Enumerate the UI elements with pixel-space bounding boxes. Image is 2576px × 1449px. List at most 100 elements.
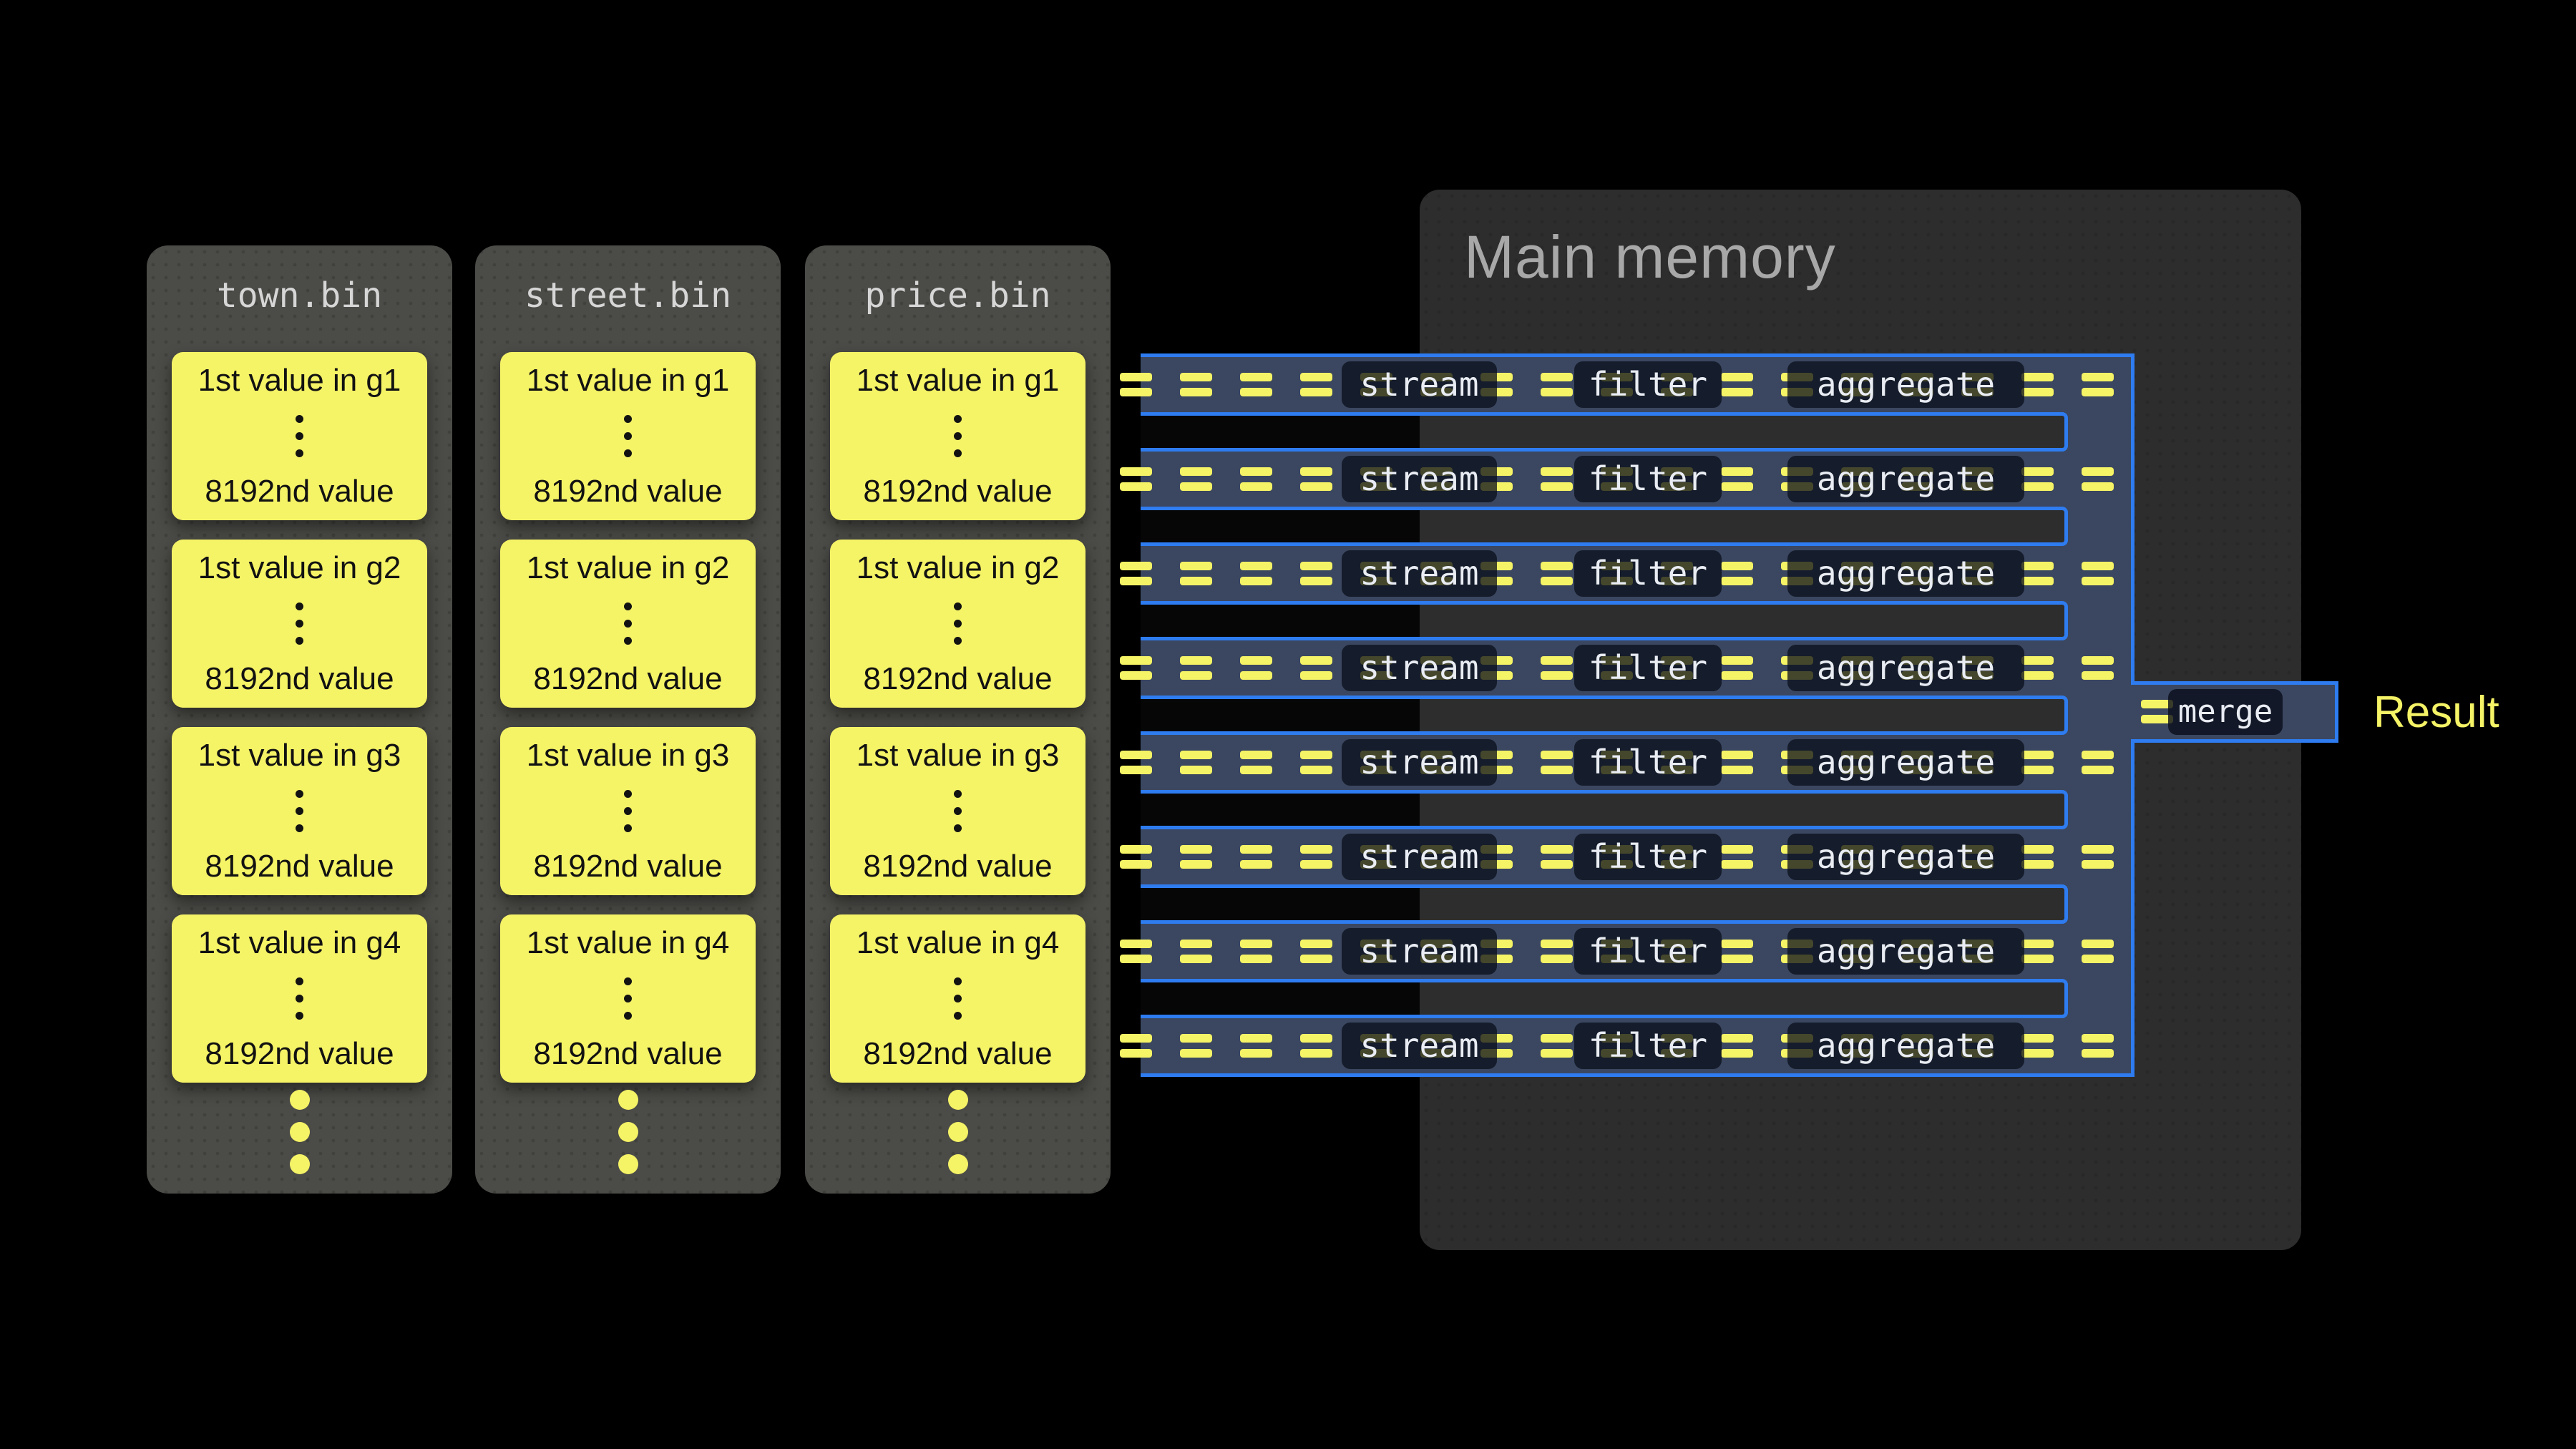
equals-stream-mark-icon xyxy=(1120,562,1152,585)
equals-stream-mark-icon xyxy=(1240,562,1272,585)
dot-icon xyxy=(954,620,962,628)
granule-first-value: 1st value in g3 xyxy=(526,738,730,773)
equals-stream-mark-icon xyxy=(2021,656,2054,680)
vertical-ellipsis-icon xyxy=(624,415,632,457)
granule-box: 1st value in g1 8192nd value xyxy=(830,352,1085,520)
equals-stream-mark-icon xyxy=(2082,373,2114,396)
vertical-ellipsis-icon xyxy=(624,977,632,1020)
dot-icon xyxy=(296,995,303,1002)
dot-icon xyxy=(289,1090,310,1110)
more-granules-ellipsis-icon xyxy=(147,1090,452,1174)
pipelines-container: stream filter aggregate stream filter aggrega… xyxy=(1120,353,2135,1077)
dot-icon xyxy=(296,432,303,440)
dot-icon xyxy=(624,602,632,610)
equals-stream-mark-icon xyxy=(1180,751,1212,774)
granule-last-value: 8192nd value xyxy=(533,660,723,696)
dot-icon xyxy=(947,1122,968,1142)
dot-icon xyxy=(296,1012,303,1020)
stage-box-aggregate: aggregate xyxy=(1787,739,2024,786)
stage-box-stream: stream xyxy=(1342,834,1497,880)
pipeline-row: stream filter aggregate xyxy=(1120,1018,2131,1073)
stage-box-stream: stream xyxy=(1342,456,1497,502)
equals-stream-mark-icon xyxy=(1180,656,1212,680)
granule-last-value: 8192nd value xyxy=(533,848,723,884)
equals-stream-mark-icon xyxy=(1120,845,1152,869)
equals-stream-mark-icon xyxy=(1541,467,1573,491)
dot-icon xyxy=(954,415,962,423)
equals-stream-mark-icon xyxy=(1120,1034,1152,1058)
stage-box-filter: filter xyxy=(1574,928,1722,975)
dot-icon xyxy=(296,807,303,815)
stage-box-stream: stream xyxy=(1342,361,1497,408)
pipeline-gap-slot xyxy=(1141,412,2068,452)
vertical-ellipsis-icon xyxy=(954,977,962,1020)
equals-stream-mark-icon xyxy=(1300,940,1332,963)
equals-stream-mark-icon xyxy=(1721,467,1753,491)
equals-stream-mark-icon xyxy=(1180,845,1212,869)
dot-icon xyxy=(624,432,632,440)
equals-stream-mark-icon xyxy=(1180,562,1212,585)
equals-stream-mark-icon xyxy=(1120,467,1152,491)
granule-last-value: 8192nd value xyxy=(533,1035,723,1071)
equals-stream-mark-icon xyxy=(2021,845,2054,869)
stage-box-aggregate: aggregate xyxy=(1787,550,2024,597)
dot-icon xyxy=(624,415,632,423)
vertical-ellipsis-icon xyxy=(296,977,303,1020)
pipeline-gap-slot xyxy=(1141,790,2068,829)
granule-first-value: 1st value in g2 xyxy=(856,550,1060,585)
stage-box-filter: filter xyxy=(1574,456,1722,502)
pipeline-row: stream filter aggregate xyxy=(1120,357,2131,412)
dot-icon xyxy=(954,995,962,1002)
dot-icon xyxy=(289,1154,310,1174)
vertical-ellipsis-icon xyxy=(296,415,303,457)
dot-icon xyxy=(624,637,632,645)
merge-band: merge xyxy=(2131,681,2338,743)
stage-box-aggregate: aggregate xyxy=(1787,834,2024,880)
pipeline-row: stream filter aggregate xyxy=(1120,829,2131,884)
pipeline-gap-slot xyxy=(1141,979,2068,1018)
equals-stream-mark-icon xyxy=(2082,751,2114,774)
equals-stream-mark-icon xyxy=(1541,562,1573,585)
granule-first-value: 1st value in g3 xyxy=(197,738,401,773)
granule-box: 1st value in g2 8192nd value xyxy=(830,540,1085,708)
dot-icon xyxy=(954,790,962,798)
equals-stream-mark-icon xyxy=(1240,940,1272,963)
dot-icon xyxy=(947,1154,968,1174)
dot-icon xyxy=(954,977,962,985)
equals-stream-mark-icon xyxy=(2082,940,2114,963)
equals-stream-mark-icon xyxy=(1721,1034,1753,1058)
file-name-label: street.bin xyxy=(525,275,731,316)
pipeline-row: stream filter aggregate xyxy=(1120,452,2131,507)
stage-box-filter: filter xyxy=(1574,834,1722,880)
granule-last-value: 8192nd value xyxy=(863,473,1053,509)
equals-stream-mark-icon xyxy=(1721,845,1753,869)
dot-icon xyxy=(947,1090,968,1110)
dot-icon xyxy=(296,977,303,985)
stage-box-aggregate: aggregate xyxy=(1787,645,2024,691)
granule-box: 1st value in g4 8192nd value xyxy=(500,914,756,1083)
granule-box: 1st value in g1 8192nd value xyxy=(172,352,427,520)
equals-stream-mark-icon xyxy=(1300,751,1332,774)
equals-stream-mark-icon xyxy=(1240,1034,1272,1058)
granule-last-value: 8192nd value xyxy=(205,473,394,509)
equals-stream-mark-icon xyxy=(2082,562,2114,585)
equals-stream-mark-icon xyxy=(1721,562,1753,585)
dot-icon xyxy=(618,1154,638,1174)
granule-last-value: 8192nd value xyxy=(533,473,723,509)
equals-stream-mark-icon xyxy=(1541,751,1573,774)
dot-icon xyxy=(954,824,962,832)
result-label: Result xyxy=(2373,688,2499,737)
equals-stream-mark-icon xyxy=(1180,1034,1212,1058)
vertical-ellipsis-icon xyxy=(624,790,632,832)
equals-stream-mark-icon xyxy=(1180,467,1212,491)
granule-last-value: 8192nd value xyxy=(205,1035,394,1071)
granule-last-value: 8192nd value xyxy=(863,1035,1053,1071)
stage-box-stream: stream xyxy=(1342,928,1497,975)
stage-box-stream: stream xyxy=(1342,739,1497,786)
granule-box: 1st value in g4 8192nd value xyxy=(172,914,427,1083)
dot-icon xyxy=(954,432,962,440)
vertical-ellipsis-icon xyxy=(954,415,962,457)
dot-icon xyxy=(954,807,962,815)
stage-box-filter: filter xyxy=(1574,1023,1722,1069)
equals-stream-mark-icon xyxy=(2021,373,2054,396)
